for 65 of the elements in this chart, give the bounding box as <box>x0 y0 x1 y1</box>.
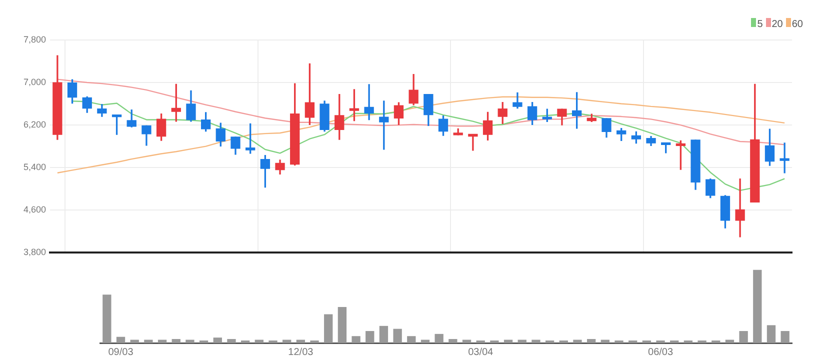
y-tick-label: 7,000 <box>23 77 46 88</box>
bar <box>586 339 596 343</box>
bar <box>698 340 706 343</box>
bar <box>739 331 748 343</box>
bar <box>352 336 360 343</box>
x-tick-label: 09/03 <box>108 346 134 358</box>
y-tick-label: 4,600 <box>23 204 46 215</box>
bar <box>712 340 720 343</box>
bar <box>559 340 568 343</box>
bar <box>213 338 222 343</box>
bar <box>199 340 208 343</box>
bar <box>434 334 444 343</box>
bar <box>670 340 679 343</box>
bar <box>448 339 458 343</box>
bar <box>393 328 402 343</box>
bar <box>476 340 485 343</box>
bar <box>144 340 153 343</box>
y-tick-label: 3,800 <box>23 247 46 258</box>
bar <box>282 340 292 343</box>
bar <box>407 336 416 343</box>
bar <box>462 340 472 343</box>
bar <box>379 326 388 343</box>
bar <box>130 340 139 343</box>
bar <box>642 340 652 343</box>
bar <box>573 340 582 343</box>
bar <box>545 340 554 343</box>
bar <box>338 306 347 343</box>
bar <box>614 340 624 343</box>
y-tick-label: 5,400 <box>23 162 46 172</box>
bar <box>186 340 194 343</box>
y-tick-label: 6,200 <box>23 120 46 130</box>
y-tick-label: 7,800 <box>23 34 46 44</box>
bar <box>240 340 250 343</box>
bar <box>684 340 693 343</box>
bar <box>753 270 762 343</box>
legend-label: 60 <box>790 18 803 30</box>
legend-label: 5 <box>756 18 763 30</box>
candlestick <box>349 89 360 122</box>
bar <box>656 340 665 343</box>
x-tick-label: 12/03 <box>288 346 314 358</box>
bar <box>296 340 306 343</box>
x-tick-label: 03/04 <box>468 346 494 358</box>
bar <box>766 325 776 343</box>
bar <box>227 339 236 343</box>
legend-label: 20 <box>770 18 783 30</box>
bar <box>366 331 374 343</box>
bar <box>324 314 333 343</box>
bar <box>490 340 499 343</box>
bar <box>532 340 540 343</box>
bar <box>420 340 430 343</box>
bar <box>254 340 264 343</box>
bar <box>600 340 610 343</box>
bar <box>158 340 167 343</box>
bar <box>628 340 638 343</box>
bar <box>504 340 513 343</box>
bar <box>780 331 790 343</box>
candlestick <box>453 128 463 136</box>
bar <box>172 339 180 343</box>
bar <box>310 340 319 343</box>
bar <box>725 340 734 343</box>
bar <box>116 336 126 343</box>
bar <box>268 340 278 343</box>
bar <box>518 340 526 343</box>
bar <box>102 294 112 343</box>
x-tick-label: 06/03 <box>648 346 674 358</box>
